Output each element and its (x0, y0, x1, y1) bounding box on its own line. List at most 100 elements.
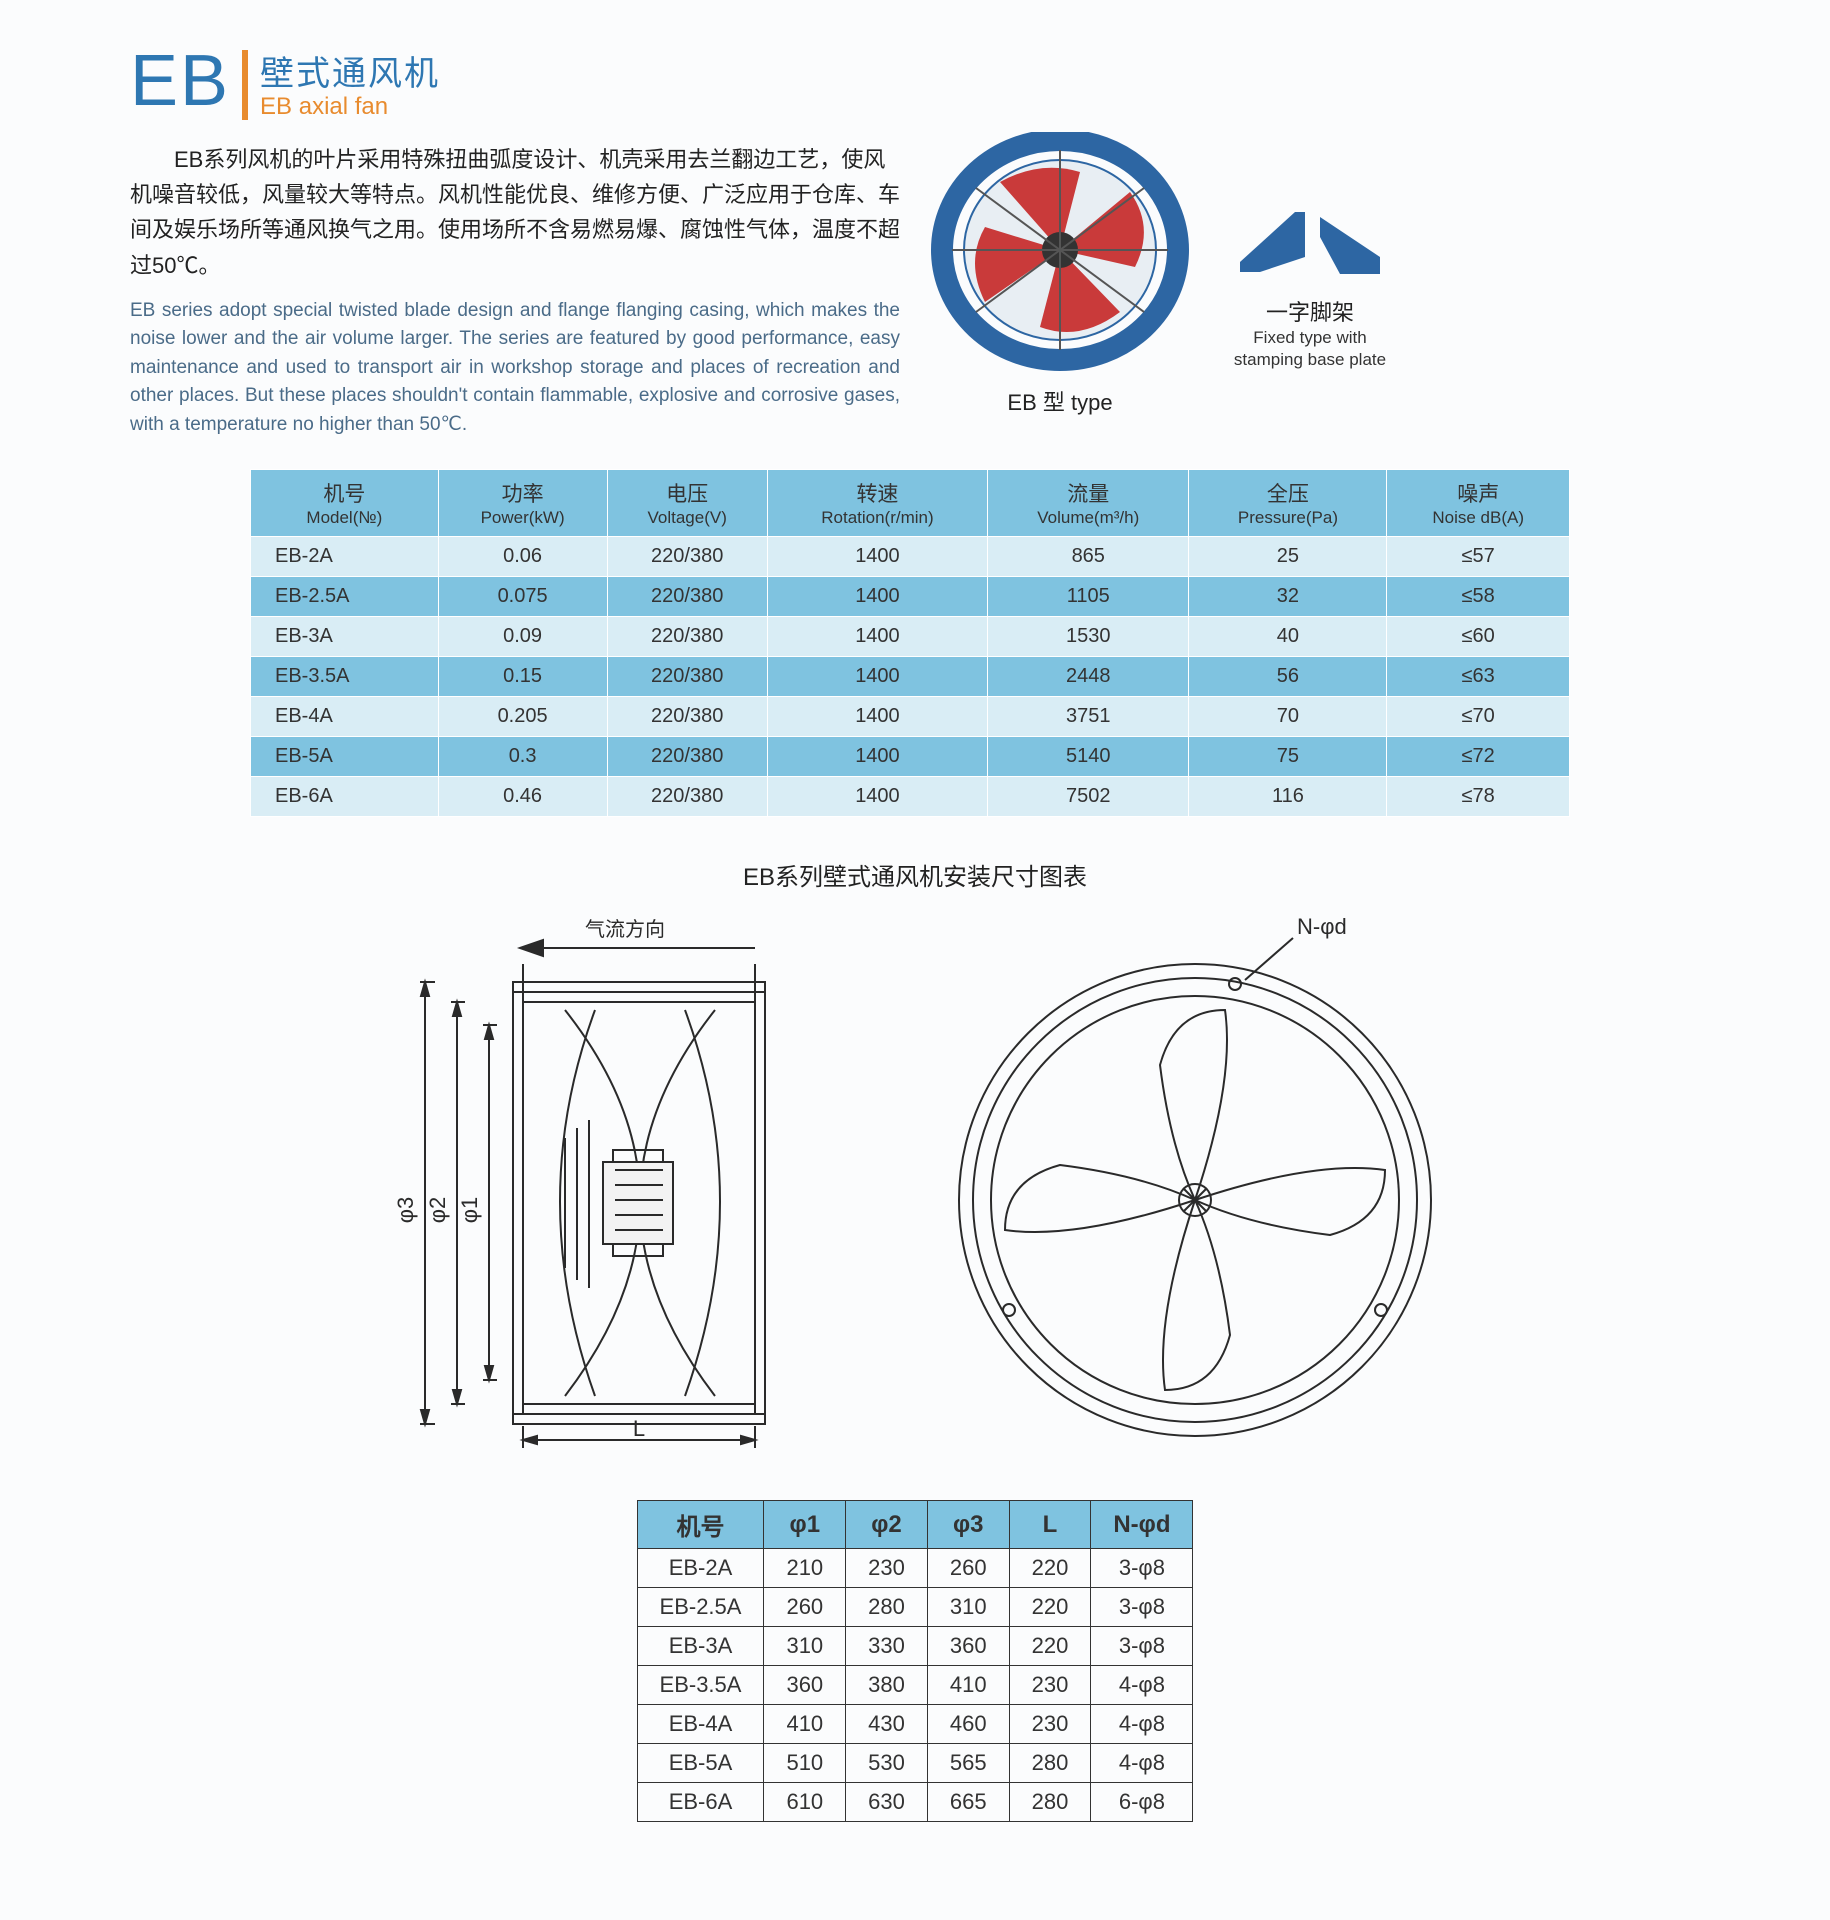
dim-cell: EB-3A (637, 1627, 764, 1666)
intro-row: EB系列风机的叶片采用特殊扭曲弧度设计、机壳采用去兰翻边工艺，使风机噪音较低，风… (130, 142, 1700, 439)
page-title-row: EB 壁式通风机 EB axial fan (130, 40, 1700, 122)
spec-cell: 220/380 (607, 737, 767, 777)
spec-cell: 3751 (988, 697, 1189, 737)
spec-header: 流量Volume(m³/h) (988, 470, 1189, 537)
spec-cell: 0.3 (438, 737, 607, 777)
dimension-table: 机号φ1φ2φ3LN-φd EB-2A2102302602203-φ8EB-2.… (637, 1500, 1194, 1822)
title-en: EB axial fan (260, 93, 440, 121)
spec-cell: 7502 (988, 777, 1189, 817)
spec-cell: 1530 (988, 617, 1189, 657)
dim-cell: 410 (927, 1666, 1009, 1705)
spec-cell: ≤70 (1387, 697, 1570, 737)
intro-en: EB series adopt special twisted blade de… (130, 297, 900, 440)
side-view-diagram: 气流方向 (365, 910, 845, 1450)
spec-cell: 220/380 (607, 777, 767, 817)
dim-cell: EB-4A (637, 1705, 764, 1744)
dim-cell: 430 (846, 1705, 928, 1744)
intro-cn: EB系列风机的叶片采用特殊扭曲弧度设计、机壳采用去兰翻边工艺，使风机噪音较低，风… (130, 142, 900, 283)
title-divider (242, 50, 248, 120)
dim-cell: 3-φ8 (1091, 1588, 1193, 1627)
dim-cell: 230 (1009, 1705, 1091, 1744)
dim-cell: 6-φ8 (1091, 1783, 1193, 1822)
spec-cell: EB-3.5A (251, 657, 439, 697)
spec-header: 电压Voltage(V) (607, 470, 767, 537)
dim-cell: EB-2A (637, 1549, 764, 1588)
spec-cell: EB-6A (251, 777, 439, 817)
dim-cell: EB-2.5A (637, 1588, 764, 1627)
dim-cell: 610 (764, 1783, 846, 1822)
phi3-label: φ3 (393, 1197, 418, 1224)
dim-cell: 280 (846, 1588, 928, 1627)
dim-cell: EB-3.5A (637, 1666, 764, 1705)
spec-cell: 0.205 (438, 697, 607, 737)
dim-cell: 4-φ8 (1091, 1705, 1193, 1744)
dim-cell: 360 (764, 1666, 846, 1705)
dim-cell: 280 (1009, 1783, 1091, 1822)
dim-cell: 260 (927, 1549, 1009, 1588)
dim-row: EB-3A3103303602203-φ8 (637, 1627, 1193, 1666)
dim-cell: 360 (927, 1627, 1009, 1666)
spec-cell: 5140 (988, 737, 1189, 777)
spec-header: 噪声Noise dB(A) (1387, 470, 1570, 537)
phi1-label: φ1 (457, 1197, 482, 1224)
dim-cell: 210 (764, 1549, 846, 1588)
spec-table: 机号Model(№)功率Power(kW)电压Voltage(V)转速Rotat… (250, 469, 1570, 817)
dim-cell: 630 (846, 1783, 928, 1822)
dim-cell: 4-φ8 (1091, 1744, 1193, 1783)
spec-cell: 0.06 (438, 537, 607, 577)
spec-cell: 0.15 (438, 657, 607, 697)
spec-cell: 220/380 (607, 537, 767, 577)
dim-row: EB-4A4104304602304-φ8 (637, 1705, 1193, 1744)
spec-cell: EB-2.5A (251, 577, 439, 617)
dim-header: φ2 (846, 1501, 928, 1549)
spec-cell: 116 (1189, 777, 1387, 817)
spec-cell: EB-3A (251, 617, 439, 657)
spec-cell: EB-5A (251, 737, 439, 777)
spec-header: 功率Power(kW) (438, 470, 607, 537)
spec-cell: 865 (988, 537, 1189, 577)
dim-row: EB-5A5105305652804-φ8 (637, 1744, 1193, 1783)
dim-cell: 3-φ8 (1091, 1627, 1193, 1666)
dim-cell: 220 (1009, 1549, 1091, 1588)
diagram-row: 气流方向 (130, 910, 1700, 1450)
spec-cell: ≤60 (1387, 617, 1570, 657)
front-view-diagram: N-φd (925, 910, 1465, 1450)
spec-row: EB-2.5A0.075220/3801400110532≤58 (251, 577, 1570, 617)
L-label: L (633, 1416, 645, 1441)
title-badge: EB (130, 40, 230, 122)
spec-cell: ≤57 (1387, 537, 1570, 577)
dim-row: EB-6A6106306652806-φ8 (637, 1783, 1193, 1822)
dim-cell: 330 (846, 1627, 928, 1666)
spec-cell: 70 (1189, 697, 1387, 737)
dim-cell: 310 (764, 1627, 846, 1666)
dim-row: EB-3.5A3603804102304-φ8 (637, 1666, 1193, 1705)
spec-cell: 1400 (767, 617, 987, 657)
spec-cell: 220/380 (607, 577, 767, 617)
bracket-caption-en1: Fixed type with (1230, 327, 1390, 349)
spec-cell: ≤72 (1387, 737, 1570, 777)
spec-cell: 25 (1189, 537, 1387, 577)
spec-cell: 1400 (767, 697, 987, 737)
dim-cell: 220 (1009, 1588, 1091, 1627)
bracket-illustration (1230, 192, 1390, 282)
dim-cell: EB-5A (637, 1744, 764, 1783)
dim-cell: 380 (846, 1666, 928, 1705)
diagram-title: EB系列壁式通风机安装尺寸图表 (130, 857, 1700, 892)
spec-row: EB-2A0.06220/380140086525≤57 (251, 537, 1570, 577)
dim-cell: 260 (764, 1588, 846, 1627)
dim-cell: 220 (1009, 1627, 1091, 1666)
dim-cell: 460 (927, 1705, 1009, 1744)
spec-cell: ≤58 (1387, 577, 1570, 617)
spec-cell: 0.075 (438, 577, 607, 617)
spec-cell: 1105 (988, 577, 1189, 617)
spec-cell: EB-2A (251, 537, 439, 577)
bracket-caption-en2: stamping base plate (1230, 349, 1390, 371)
spec-cell: 56 (1189, 657, 1387, 697)
dim-header: φ3 (927, 1501, 1009, 1549)
spec-row: EB-5A0.3220/3801400514075≤72 (251, 737, 1570, 777)
dim-header: N-φd (1091, 1501, 1193, 1549)
spec-cell: 75 (1189, 737, 1387, 777)
dim-header: 机号 (637, 1501, 764, 1549)
dim-row: EB-2A2102302602203-φ8 (637, 1549, 1193, 1588)
spec-cell: 1400 (767, 737, 987, 777)
